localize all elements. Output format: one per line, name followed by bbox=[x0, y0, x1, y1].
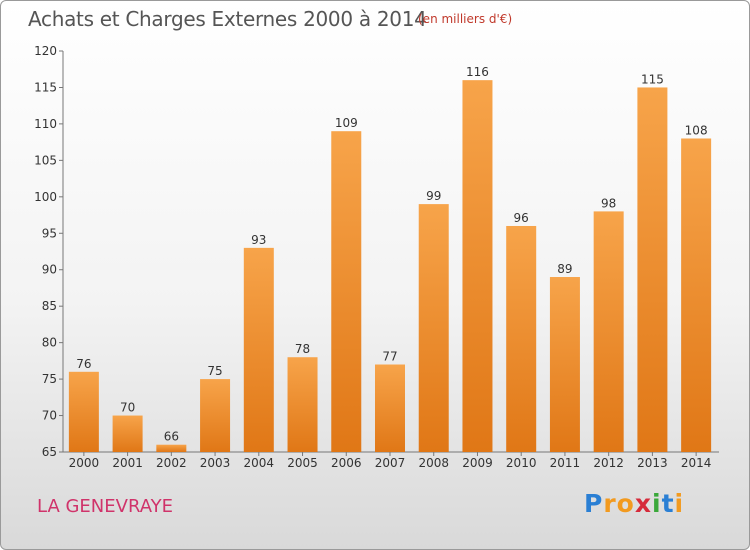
data-label: 89 bbox=[557, 262, 572, 276]
bar bbox=[287, 357, 318, 452]
logo-letter: i bbox=[674, 489, 685, 518]
y-tick-label: 105 bbox=[34, 153, 57, 167]
data-label: 77 bbox=[382, 350, 397, 364]
logo-letter: t bbox=[661, 489, 675, 518]
y-tick-label: 70 bbox=[42, 409, 57, 423]
data-label: 98 bbox=[601, 196, 616, 210]
y-tick-label: 110 bbox=[34, 117, 57, 131]
y-tick-label: 100 bbox=[34, 190, 57, 204]
y-tick-label: 115 bbox=[34, 80, 57, 94]
y-tick-label: 80 bbox=[42, 336, 57, 350]
commune-name: LA GENEVRAYE bbox=[37, 496, 174, 517]
bar bbox=[243, 247, 274, 452]
x-tick-label: 2006 bbox=[331, 456, 362, 470]
bar bbox=[549, 277, 580, 452]
logo-letter: P bbox=[584, 489, 604, 518]
chart-unit: (en milliers d'€) bbox=[418, 12, 513, 26]
x-tick-label: 2010 bbox=[506, 456, 537, 470]
proxiti-logo: Proxiti bbox=[584, 489, 684, 518]
y-tick-label: 65 bbox=[42, 445, 57, 459]
data-label: 75 bbox=[207, 364, 222, 378]
bar bbox=[331, 131, 362, 452]
data-label: 66 bbox=[164, 430, 179, 444]
bar bbox=[375, 364, 405, 452]
x-tick-label: 2002 bbox=[156, 456, 187, 470]
data-label: 78 bbox=[295, 342, 310, 356]
data-label: 70 bbox=[120, 401, 135, 415]
logo-letter: i bbox=[652, 489, 662, 518]
data-label: 96 bbox=[514, 211, 529, 225]
y-tick-label: 120 bbox=[34, 44, 57, 58]
data-label: 116 bbox=[466, 65, 489, 79]
y-tick-label: 85 bbox=[42, 299, 57, 313]
y-tick-label: 90 bbox=[42, 263, 57, 277]
x-tick-label: 2014 bbox=[681, 456, 712, 470]
x-tick-label: 2013 bbox=[637, 456, 668, 470]
bar bbox=[681, 138, 712, 452]
bar bbox=[506, 225, 537, 452]
x-tick-label: 2009 bbox=[462, 456, 493, 470]
x-tick-label: 2001 bbox=[112, 456, 143, 470]
data-label: 93 bbox=[251, 233, 266, 247]
data-label: 115 bbox=[641, 72, 664, 86]
x-tick-label: 2005 bbox=[287, 456, 318, 470]
bar bbox=[156, 444, 187, 452]
data-label: 108 bbox=[685, 123, 708, 137]
logo-letter: x bbox=[634, 489, 652, 518]
x-tick-label: 2011 bbox=[550, 456, 581, 470]
bar bbox=[418, 204, 449, 452]
y-tick-label: 75 bbox=[42, 372, 57, 386]
data-label: 99 bbox=[426, 189, 441, 203]
y-tick-label: 95 bbox=[42, 226, 57, 240]
x-tick-label: 2007 bbox=[375, 456, 406, 470]
bar bbox=[637, 87, 668, 453]
bar bbox=[462, 80, 493, 452]
x-tick-label: 2004 bbox=[244, 456, 275, 470]
bar bbox=[593, 211, 624, 452]
bar bbox=[200, 379, 231, 452]
x-tick-label: 2012 bbox=[593, 456, 624, 470]
data-label: 109 bbox=[335, 116, 358, 130]
x-tick-label: 2000 bbox=[69, 456, 100, 470]
x-tick-label: 2003 bbox=[200, 456, 231, 470]
x-tick-label: 2008 bbox=[418, 456, 449, 470]
data-label: 76 bbox=[76, 357, 91, 371]
chart-title: Achats et Charges Externes 2000 à 2014 bbox=[28, 7, 427, 31]
logo-letter: o bbox=[616, 489, 635, 518]
logo-letter: r bbox=[603, 489, 617, 518]
bar bbox=[68, 371, 99, 452]
bar bbox=[112, 415, 143, 452]
